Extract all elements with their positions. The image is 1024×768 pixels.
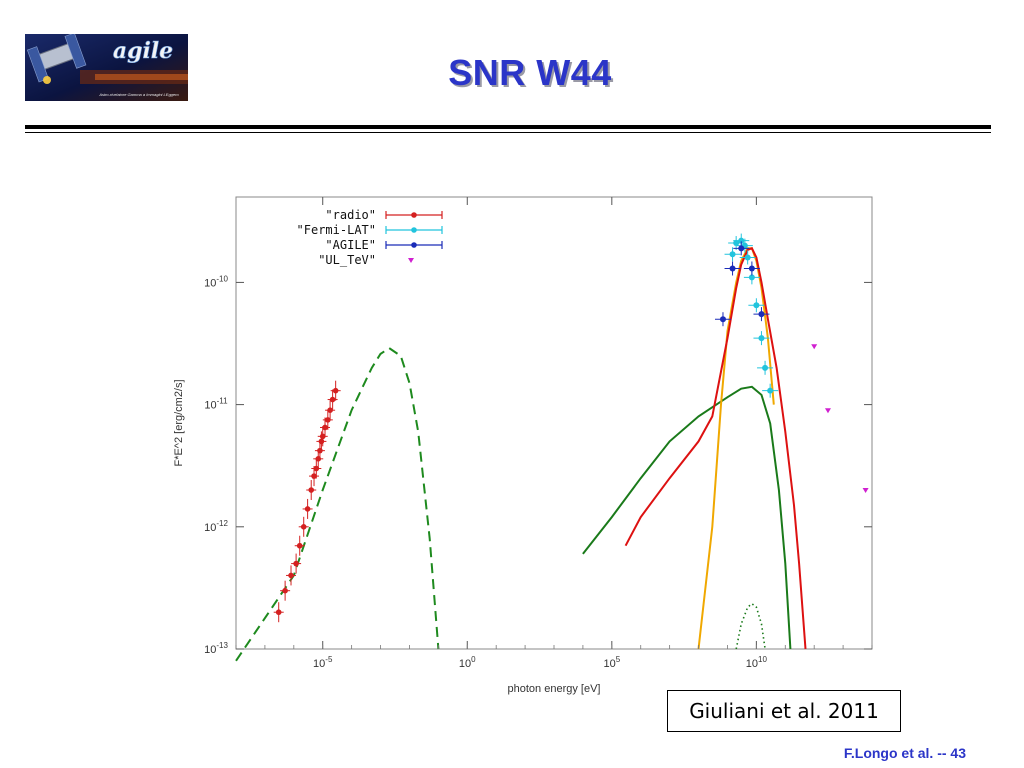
x-axis-label: photon energy [eV]	[508, 683, 601, 695]
citation-box: Giuliani et al. 2011	[667, 690, 901, 732]
title-divider-thin	[25, 132, 991, 133]
inverse-compton-curve	[582, 385, 792, 650]
radio-point	[318, 438, 325, 445]
radio-point	[322, 424, 328, 431]
plot-frame	[235, 196, 873, 650]
fermi-lat-point	[758, 335, 765, 342]
legend-marker	[411, 227, 417, 233]
x-tick-label: 100	[459, 655, 476, 670]
logo-subtitle: Astro-rivelatore Gamma a Immagini LEgger…	[98, 92, 179, 97]
pion-decay-curve	[697, 247, 775, 650]
radio-point	[308, 487, 315, 493]
ul-tev-marker	[811, 344, 818, 350]
y-axis-label: F*E^2 [erg/cm2/s]	[173, 379, 185, 466]
agile-point	[729, 265, 736, 272]
radio-point	[304, 506, 311, 512]
x-tick-label: 10-5	[313, 655, 333, 670]
radio-point	[300, 524, 307, 530]
radio-point	[288, 572, 294, 579]
radio-point	[332, 387, 339, 394]
total-model-curve	[624, 247, 807, 650]
legend-marker	[408, 258, 414, 263]
legend-marker	[411, 242, 417, 248]
agile-point	[719, 316, 726, 323]
fermi-lat-point	[767, 387, 774, 394]
radio-point	[275, 609, 282, 616]
fermi-lat-point	[738, 237, 745, 244]
radio-point	[319, 433, 326, 440]
legend-marker	[411, 212, 417, 218]
x-tick-label: 105	[603, 655, 620, 670]
fermi-lat-point	[733, 240, 740, 247]
y-tick-label: 10-11	[204, 397, 228, 412]
y-tick-label: 10-12	[204, 519, 228, 534]
fermi-lat-point	[744, 254, 751, 261]
logo-text: agile	[113, 38, 173, 64]
radio-point	[325, 417, 331, 423]
agile-point	[748, 265, 755, 272]
ul-tev-marker	[862, 488, 869, 494]
agile-point	[758, 311, 765, 318]
legend-label: "AGILE"	[325, 238, 376, 252]
y-tick-label: 10-13	[204, 641, 228, 656]
radio-point	[313, 465, 320, 472]
x-tick-label: 1010	[746, 655, 768, 670]
radio-point	[327, 407, 333, 413]
synchrotron-curve	[235, 346, 440, 662]
fermi-lat-point	[753, 302, 760, 309]
y-tick-label: 10-10	[204, 274, 228, 289]
radio-point	[311, 473, 317, 479]
legend-label: "radio"	[325, 208, 376, 222]
legend-label: "Fermi-LAT"	[297, 223, 376, 237]
fermi-lat-point	[762, 364, 769, 371]
sed-chart: 10-5 100 105 1010 10-13 10-12 10-11 10-10 "radi…	[173, 196, 873, 695]
bremsstrahlung-curve	[735, 602, 766, 650]
fermi-lat-point	[748, 274, 755, 281]
y-axis-label-text: F*E^2 [erg/cm2/s]	[173, 379, 185, 466]
radio-point	[329, 396, 336, 403]
title-divider	[25, 125, 991, 129]
legend-label: "UL_TeV"	[318, 253, 376, 267]
ul-tev-marker	[824, 408, 831, 414]
slide-footer: F.Longo et al. -- 43	[843, 745, 966, 761]
fermi-lat-point	[729, 251, 736, 258]
agile-point	[738, 245, 745, 252]
radio-point	[282, 587, 288, 594]
radio-point	[293, 560, 299, 567]
agile-logo: agile Astro-rivelatore Gamma a Immagini …	[25, 34, 188, 101]
slide-title: SNR W44	[448, 52, 612, 93]
radio-point	[296, 542, 303, 549]
